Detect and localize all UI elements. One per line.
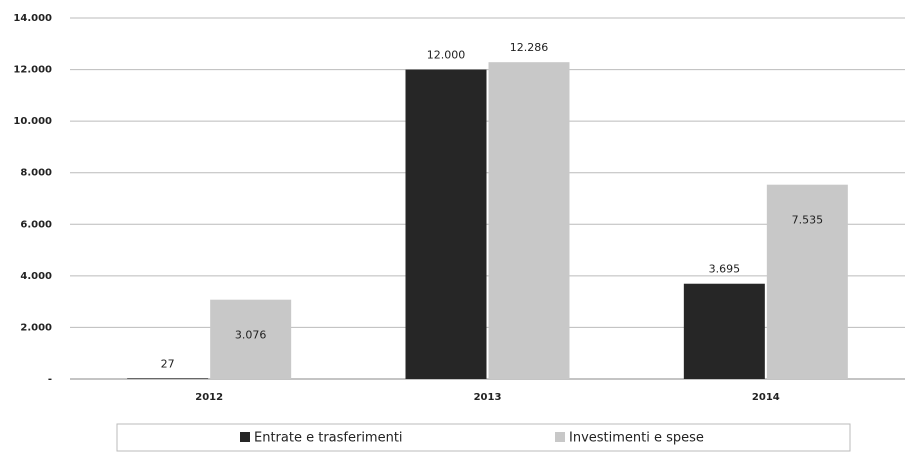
y-tick-label: 4.000 <box>20 271 52 282</box>
bar <box>210 299 292 379</box>
x-tick-label: 2014 <box>752 392 780 403</box>
y-tick-label: 12.000 <box>13 65 52 76</box>
bar <box>488 62 570 379</box>
y-tick-label: 10.000 <box>13 116 52 127</box>
bar <box>405 69 487 380</box>
value-label: 3.695 <box>709 263 741 276</box>
bar <box>683 283 765 379</box>
value-label: 3.076 <box>235 329 267 342</box>
legend-box <box>116 423 851 452</box>
bar <box>127 378 209 379</box>
value-label: 12.286 <box>510 41 549 54</box>
x-tick-label: 2012 <box>195 392 223 403</box>
legend-swatch <box>555 432 565 442</box>
legend-label: Investimenti e spese <box>569 431 704 446</box>
y-tick-label: 8.000 <box>20 168 52 179</box>
legend-swatch <box>240 432 250 442</box>
bar <box>766 184 848 379</box>
y-tick-label: 14.000 <box>13 13 52 24</box>
value-label: 27 <box>161 357 175 370</box>
value-label: 7.535 <box>792 214 824 227</box>
y-tick-label: 6.000 <box>20 219 52 230</box>
legend-label: Entrate e trasferimenti <box>254 431 403 446</box>
x-tick-label: 2013 <box>474 392 502 403</box>
y-tick-label: - <box>48 374 52 385</box>
y-tick-label: 2.000 <box>20 322 52 333</box>
value-label: 12.000 <box>427 49 466 62</box>
